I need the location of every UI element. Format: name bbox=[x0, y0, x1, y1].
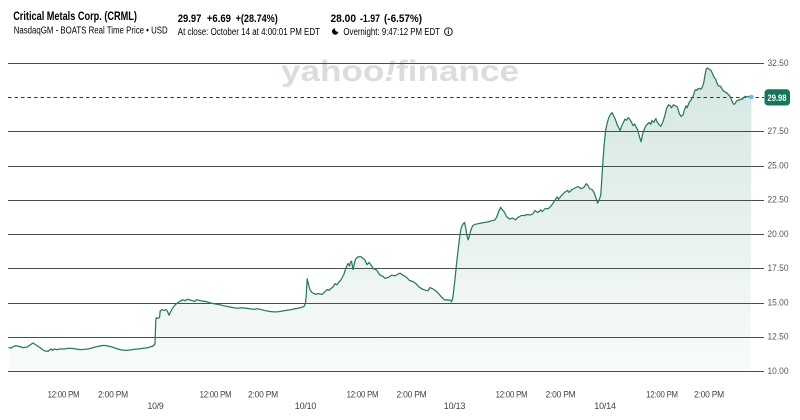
svg-text:10.00: 10.00 bbox=[768, 366, 789, 377]
svg-text:NasdaqGM - BOATS Real Time Pri: NasdaqGM - BOATS Real Time Price • USD bbox=[14, 26, 168, 37]
svg-text:(-6.57%): (-6.57%) bbox=[384, 13, 422, 25]
svg-text:Critical Metals Corp. (CRML): Critical Metals Corp. (CRML) bbox=[13, 10, 137, 23]
svg-text:27.50: 27.50 bbox=[768, 126, 789, 137]
svg-text:2:00 PM: 2:00 PM bbox=[546, 390, 576, 401]
svg-text:2:00 PM: 2:00 PM bbox=[397, 390, 427, 401]
svg-text:12:00 PM: 12:00 PM bbox=[48, 390, 80, 401]
svg-text:-1.97: -1.97 bbox=[360, 13, 380, 25]
svg-text:10/13: 10/13 bbox=[444, 401, 465, 412]
svg-text:29.97: 29.97 bbox=[178, 13, 202, 25]
svg-text:12:00 PM: 12:00 PM bbox=[646, 390, 678, 401]
svg-text:2:00 PM: 2:00 PM bbox=[98, 390, 128, 401]
svg-text:10/9: 10/9 bbox=[148, 401, 164, 412]
svg-text:At close: October 14 at 4:00:0: At close: October 14 at 4:00:01 PM EDT bbox=[178, 27, 320, 38]
svg-text:17.50: 17.50 bbox=[768, 263, 789, 274]
svg-text:22.50: 22.50 bbox=[768, 195, 789, 206]
svg-text:Overnight: 9:47:12 PM EDT: Overnight: 9:47:12 PM EDT bbox=[343, 27, 440, 38]
svg-text:12:00 PM: 12:00 PM bbox=[200, 390, 232, 401]
svg-text:12:00 PM: 12:00 PM bbox=[347, 390, 379, 401]
svg-text:yahoo!finance: yahoo !finance bbox=[281, 55, 519, 88]
svg-text:29.98: 29.98 bbox=[768, 93, 787, 104]
svg-text:12:00 PM: 12:00 PM bbox=[496, 390, 528, 401]
svg-text:+6.69: +6.69 bbox=[207, 13, 231, 25]
svg-text:10/14: 10/14 bbox=[594, 401, 616, 412]
svg-text:10/10: 10/10 bbox=[295, 401, 316, 412]
svg-text:15.00: 15.00 bbox=[768, 297, 789, 308]
svg-text:32.50: 32.50 bbox=[768, 58, 789, 69]
svg-text:2:00 PM: 2:00 PM bbox=[694, 390, 724, 401]
svg-text:+(28.74%): +(28.74%) bbox=[236, 13, 278, 25]
svg-text:25.00: 25.00 bbox=[768, 161, 789, 172]
svg-text:28.00: 28.00 bbox=[331, 13, 357, 25]
svg-text:2:00 PM: 2:00 PM bbox=[248, 390, 278, 401]
svg-text:12.50: 12.50 bbox=[768, 332, 789, 343]
svg-text:20.00: 20.00 bbox=[768, 229, 789, 240]
